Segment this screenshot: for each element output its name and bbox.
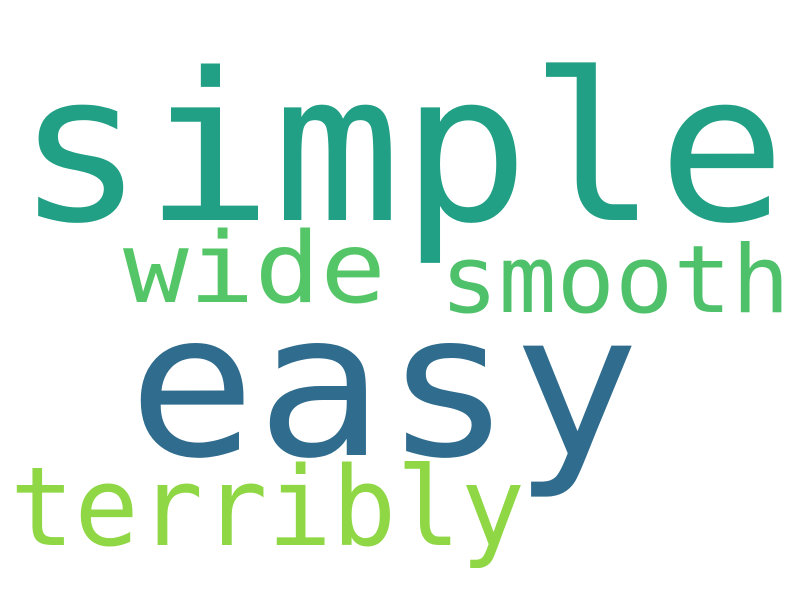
word-easy: easy — [128, 270, 640, 503]
word-wide: wide — [123, 212, 386, 326]
word-terribly: terribly — [10, 443, 525, 571]
word-simple: simple — [16, 29, 786, 269]
word-smooth: smooth — [440, 226, 790, 335]
